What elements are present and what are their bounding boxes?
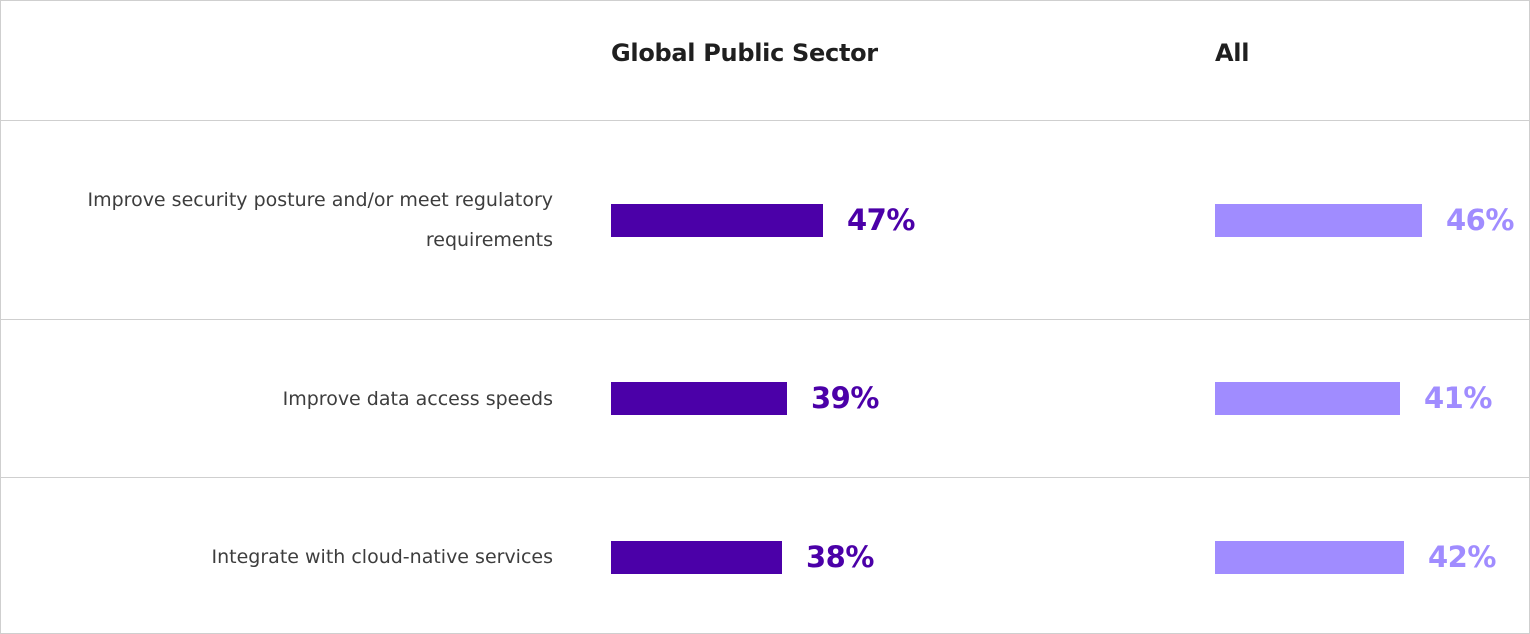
category-label-security: Improve security posture and/or meet reg… [87,189,554,251]
category-label-cloud-native: Integrate with cloud-native services [211,546,553,568]
row-divider [1,477,1529,478]
value-label-global-public-sector-0: 47% [847,203,915,237]
value-label-all-2: 42% [1428,540,1496,574]
bar-all-0 [1215,204,1422,237]
value-label-global-public-sector-2: 38% [806,540,874,574]
value-label-global-public-sector-1: 39% [811,381,879,415]
bar-all-2 [1215,541,1404,574]
row-divider [1,120,1529,121]
value-label-all-0: 46% [1446,203,1514,237]
row-divider [1,319,1529,320]
bar-global-public-sector-0 [611,204,823,237]
column-header-all: All [1215,39,1250,67]
category-label-data-access: Improve data access speeds [282,388,553,410]
bar-all-1 [1215,382,1400,415]
bar-global-public-sector-2 [611,541,782,574]
value-label-all-1: 41% [1424,381,1492,415]
column-header-global-public-sector: Global Public Sector [611,39,878,67]
bar-global-public-sector-1 [611,382,787,415]
